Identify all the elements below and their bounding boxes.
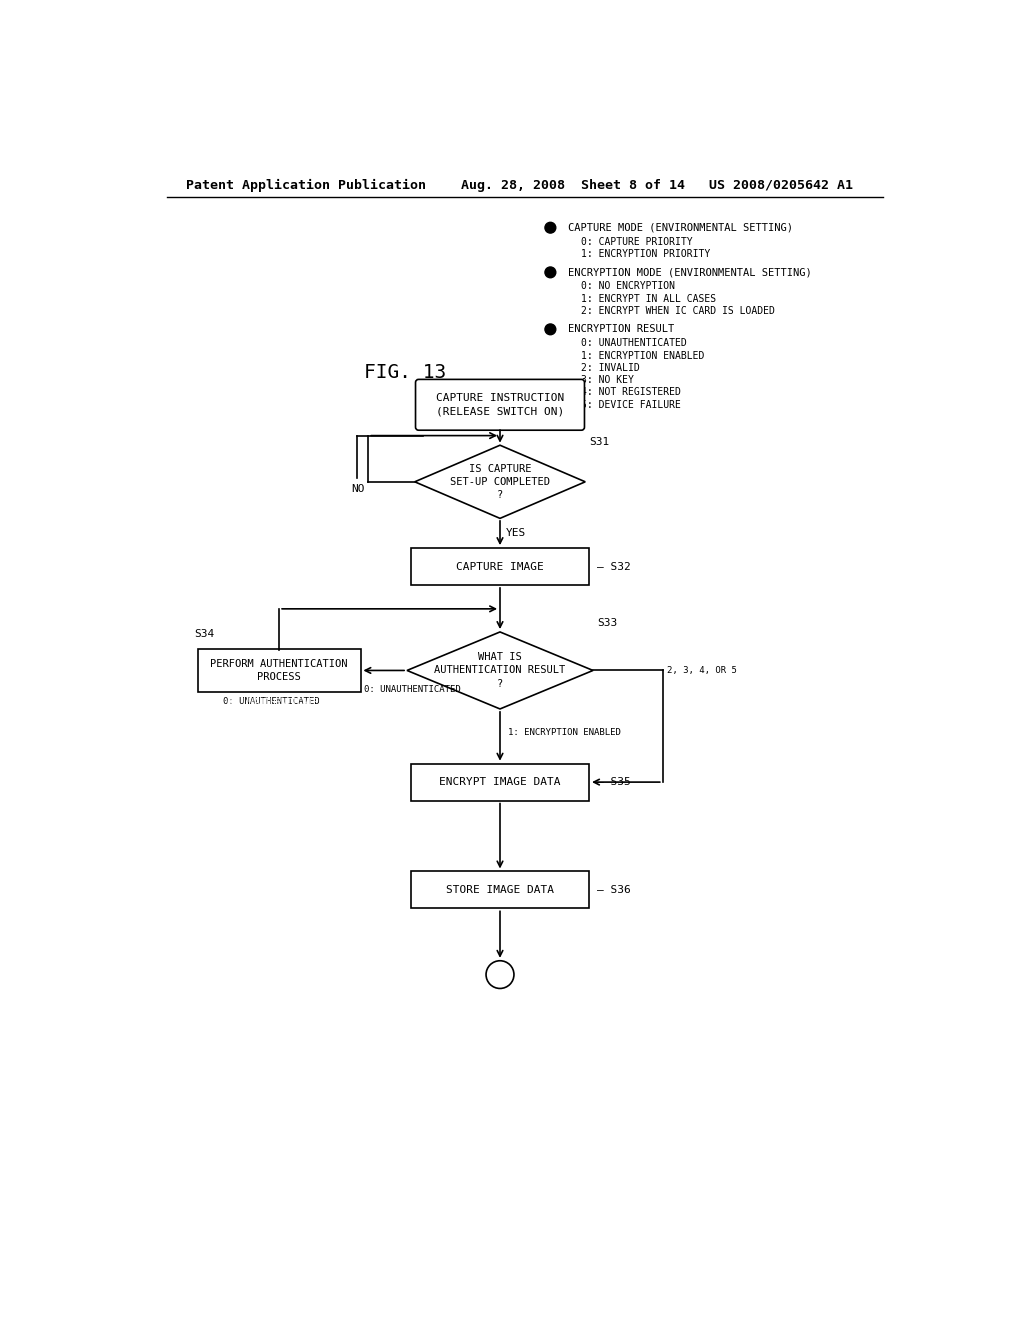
- Text: PERFORM AUTHENTICATION
PROCESS: PERFORM AUTHENTICATION PROCESS: [210, 659, 348, 682]
- Circle shape: [545, 222, 556, 234]
- Text: ENCRYPT IMAGE DATA: ENCRYPT IMAGE DATA: [439, 777, 561, 787]
- Text: 0: UNAUTHENTICATED: 0: UNAUTHENTICATED: [582, 338, 687, 348]
- FancyBboxPatch shape: [416, 379, 585, 430]
- Text: ENCRYPTION MODE (ENVIRONMENTAL SETTING): ENCRYPTION MODE (ENVIRONMENTAL SETTING): [568, 268, 812, 277]
- Circle shape: [545, 267, 556, 277]
- Text: 5: DEVICE FAILURE: 5: DEVICE FAILURE: [582, 400, 681, 409]
- Text: 1: ENCRYPTION PRIORITY: 1: ENCRYPTION PRIORITY: [582, 249, 711, 259]
- Text: 3: NO KEY: 3: NO KEY: [582, 375, 634, 385]
- Text: — S32: — S32: [597, 561, 631, 572]
- Polygon shape: [407, 632, 593, 709]
- Bar: [411, 548, 589, 585]
- Text: 4: NOT REGISTERED: 4: NOT REGISTERED: [582, 388, 681, 397]
- Text: — S36: — S36: [597, 884, 631, 895]
- Text: S31: S31: [589, 437, 609, 446]
- Text: STORE IMAGE DATA: STORE IMAGE DATA: [446, 884, 554, 895]
- Bar: [411, 763, 589, 800]
- Text: 0: UNAUTHENTICATED: 0: UNAUTHENTICATED: [223, 697, 319, 706]
- Text: FIG. 13: FIG. 13: [365, 363, 446, 381]
- Text: 1: ENCRYPTION ENABLED: 1: ENCRYPTION ENABLED: [582, 351, 705, 360]
- Text: Patent Application Publication: Patent Application Publication: [186, 178, 426, 191]
- Text: — S35: — S35: [597, 777, 631, 787]
- Text: 0: UNAUTHENTICATED: 0: UNAUTHENTICATED: [227, 698, 324, 708]
- Text: CAPTURE IMAGE: CAPTURE IMAGE: [456, 561, 544, 572]
- Text: US 2008/0205642 A1: US 2008/0205642 A1: [710, 178, 853, 191]
- Text: 2: INVALID: 2: INVALID: [582, 363, 640, 372]
- Polygon shape: [415, 445, 586, 519]
- Text: ENCRYPTION RESULT: ENCRYPTION RESULT: [568, 325, 675, 334]
- Text: CAPTURE MODE (ENVIRONMENTAL SETTING): CAPTURE MODE (ENVIRONMENTAL SETTING): [568, 223, 794, 232]
- Text: S33: S33: [597, 618, 617, 628]
- Bar: [411, 871, 589, 908]
- Text: IS CAPTURE
SET-UP COMPLETED
?: IS CAPTURE SET-UP COMPLETED ?: [450, 463, 550, 500]
- Text: CAPTURE INSTRUCTION
(RELEASE SWITCH ON): CAPTURE INSTRUCTION (RELEASE SWITCH ON): [436, 393, 564, 416]
- Text: 1: ENCRYPTION ENABLED: 1: ENCRYPTION ENABLED: [508, 729, 621, 738]
- Text: 0: UNAUTHENTICATED: 0: UNAUTHENTICATED: [365, 685, 461, 694]
- Text: NO: NO: [351, 484, 365, 495]
- Text: 2, 3, 4, OR 5: 2, 3, 4, OR 5: [667, 667, 736, 675]
- Text: Aug. 28, 2008  Sheet 8 of 14: Aug. 28, 2008 Sheet 8 of 14: [461, 178, 685, 191]
- Circle shape: [545, 323, 556, 335]
- Text: S34: S34: [194, 630, 214, 639]
- Circle shape: [486, 961, 514, 989]
- Text: 0: NO ENCRYPTION: 0: NO ENCRYPTION: [582, 281, 676, 292]
- Text: 1: ENCRYPT IN ALL CASES: 1: ENCRYPT IN ALL CASES: [582, 293, 717, 304]
- Text: 0: CAPTURE PRIORITY: 0: CAPTURE PRIORITY: [582, 236, 693, 247]
- Text: 2: ENCRYPT WHEN IC CARD IS LOADED: 2: ENCRYPT WHEN IC CARD IS LOADED: [582, 306, 775, 315]
- Bar: [198, 649, 360, 692]
- Text: YES: YES: [506, 528, 526, 539]
- Text: WHAT IS
AUTHENTICATION RESULT
?: WHAT IS AUTHENTICATION RESULT ?: [434, 652, 565, 689]
